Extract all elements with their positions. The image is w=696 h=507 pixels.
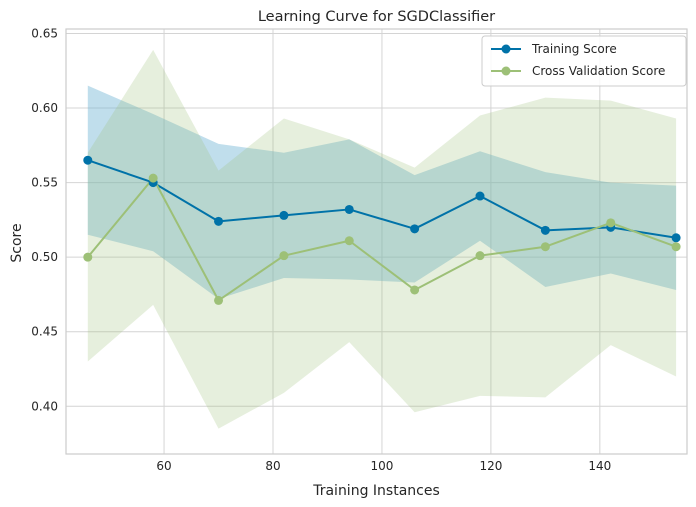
training-score-point (410, 224, 420, 234)
cross-validation-score-legend-label: Cross Validation Score (532, 64, 665, 78)
chart-title: Learning Curve for SGDClassifier (258, 9, 495, 25)
x-tick-label: 100 (370, 459, 393, 473)
training-score-point (83, 155, 93, 165)
cross-validation-score-point (540, 242, 550, 252)
plot-frame (65, 28, 688, 455)
series-lines (87, 159, 677, 302)
training-score-point (214, 216, 224, 226)
y-tick-label: 0.65 (31, 26, 58, 40)
training-score-legend-label: Training Score (531, 42, 617, 56)
training-score-point (671, 233, 681, 243)
training-score-point (540, 225, 550, 235)
y-tick-label: 0.40 (31, 399, 58, 413)
training-score-point (344, 204, 354, 214)
tick-labels: 60 80 100 120 140 0.40 0.45 0.50 0.55 0.60 0.65 (31, 26, 611, 473)
x-axis-label: Training Instances (312, 483, 440, 499)
legend-box (481, 35, 687, 87)
cross-validation-score-band (87, 49, 677, 429)
x-tick-label: 80 (265, 459, 280, 473)
legend: Training Score Cross Validation Score (481, 35, 687, 87)
training-score-point (279, 210, 289, 220)
y-tick-label: 0.60 (31, 101, 58, 115)
y-tick-label: 0.45 (31, 325, 58, 339)
series-markers (83, 155, 681, 305)
y-tick-label: 0.55 (31, 176, 58, 190)
cross-validation-score-line (87, 177, 677, 302)
cross-validation-score-point (279, 251, 289, 261)
cross-validation-score-point (344, 236, 354, 246)
cross-validation-score-point (671, 242, 681, 252)
grid-lines (66, 29, 687, 454)
cross-validation-score-point (606, 218, 616, 228)
x-tick-label: 120 (479, 459, 502, 473)
score-bands (87, 49, 677, 429)
cross-validation-score-point (410, 285, 420, 295)
x-tick-label: 60 (156, 459, 171, 473)
cross-validation-score-point (83, 252, 93, 262)
training-score-legend-marker (501, 44, 511, 54)
cross-validation-score-point (475, 251, 485, 261)
training-score-line (87, 159, 677, 239)
cross-validation-score-point (148, 173, 158, 183)
x-tick-label: 140 (588, 459, 611, 473)
cross-validation-score-legend-marker (501, 66, 511, 76)
y-tick-label: 0.50 (31, 250, 58, 264)
y-axis-label: Score (9, 223, 25, 262)
training-score-point (475, 191, 485, 201)
cross-validation-score-point (214, 295, 224, 305)
training-score-band (87, 85, 677, 299)
